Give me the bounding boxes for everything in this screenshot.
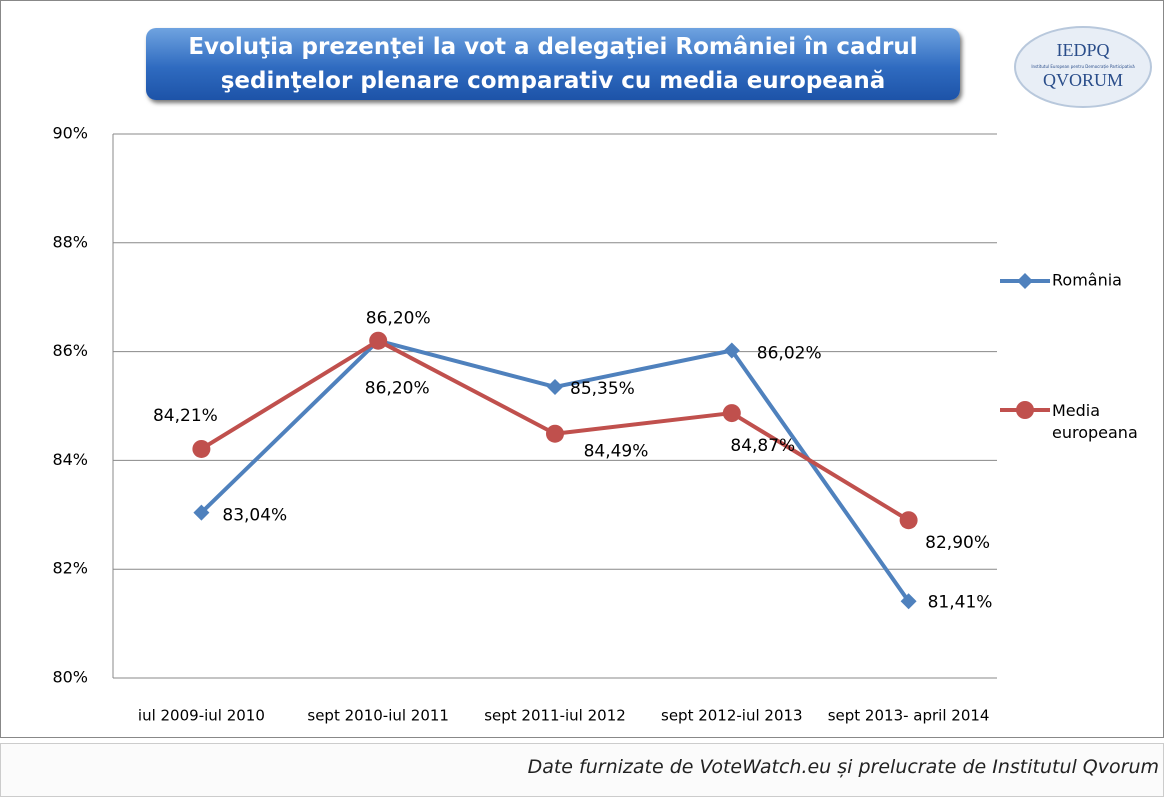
y-tick-label: 82% [52,559,88,578]
source-note: Date furnizate de VoteWatch.eu și preluc… [527,756,1159,778]
data-point [192,439,211,458]
data-point [722,404,741,423]
x-tick-label: sept 2010-iul 2011 [307,707,449,725]
data-point [547,378,563,395]
y-tick-label: 86% [52,341,88,360]
data-label: 82,90% [925,533,990,553]
chart: IEDPQ Institutul European pentru Democra… [52,26,1152,725]
data-point [369,331,388,350]
logo-top: IEDPQ [1057,40,1110,60]
x-tick-label: sept 2013- april 2014 [828,707,990,725]
footer: Date furnizate de VoteWatch.eu și preluc… [0,743,1164,797]
chart-frame [0,0,1164,738]
x-tick-label: sept 2012-iul 2013 [661,707,803,725]
data-label: 86,20% [365,379,430,399]
y-tick-label: 80% [52,668,88,687]
legend-marker [1017,273,1033,289]
logo-bottom: QVORUM [1043,70,1123,90]
x-tick-label: iul 2009-iul 2010 [138,707,265,725]
logo-small: Institutul European pentru Democrație Pa… [1031,64,1135,69]
y-tick-label: 84% [52,450,88,469]
data-point [900,593,917,610]
data-label: 84,49% [584,442,649,462]
logo-badge [1014,26,1152,108]
data-label: 86,02% [757,344,822,364]
data-label: 83,04% [222,506,287,526]
data-label: 84,21% [153,406,218,426]
data-point [546,424,564,443]
x-tick-label: sept 2011-iul 2012 [484,707,626,725]
data-label: 85,35% [570,379,635,399]
data-label: 86,20% [366,309,431,329]
legend-label: România [1052,271,1122,290]
legend-label: Media europeana [1052,401,1138,442]
chart-title: Evoluţia prezenţei la vot a delegaţiei R… [146,28,960,100]
data-label: 81,41% [928,592,993,612]
data-label: 84,87% [730,436,795,456]
data-point [193,504,210,521]
legend-marker [1016,401,1034,419]
data-point [899,511,918,530]
y-tick-label: 90% [52,124,88,143]
data-point [723,342,740,359]
y-tick-label: 88% [52,232,88,251]
